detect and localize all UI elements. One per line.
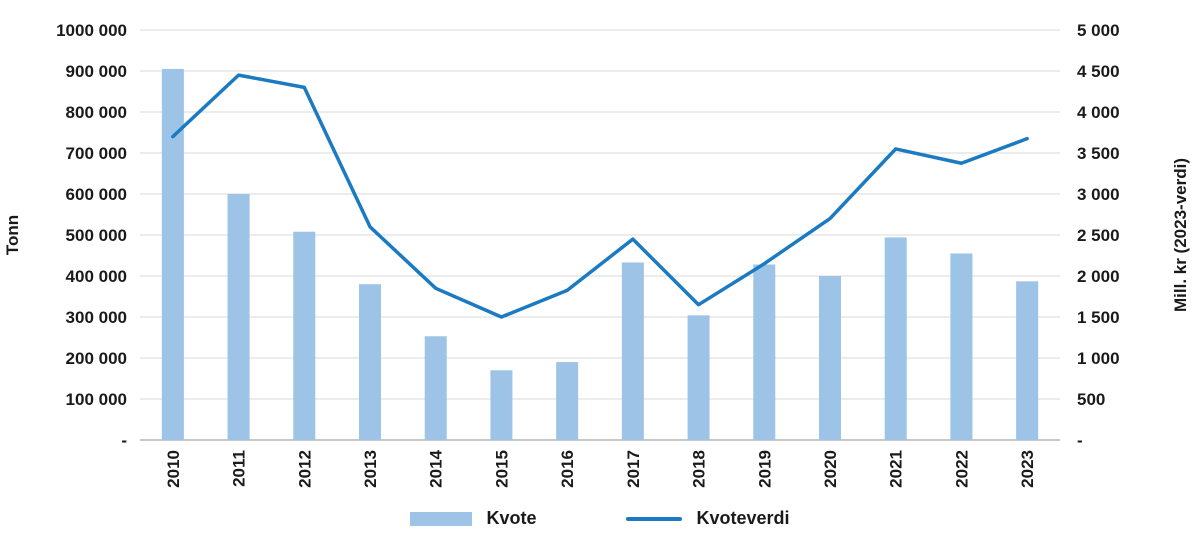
legend-item-kvoteverdi: Kvoteverdi [626,508,790,529]
bar-2014 [424,336,447,440]
kvote-legend-label: Kvote [486,508,537,528]
right-tick-label: 5 000 [1077,21,1120,40]
bar-2020 [819,276,841,440]
right-tick-label: 2 000 [1077,267,1120,286]
right-axis-tick-labels: 5 000 4 500 4 000 3 500 3 000 2 500 2 000 1 500… [1077,21,1120,450]
bar-2023 [1016,281,1039,440]
right-tick-label: 1 500 [1077,308,1120,327]
left-tick-label: 1000 000 [56,21,127,40]
bar-2016 [556,362,579,440]
right-tick-label: 4 000 [1077,103,1120,122]
gridlines [140,29,1060,400]
x-tick-label-2017: 2017 [624,450,643,488]
x-tick-label-2014: 2014 [427,449,446,487]
legend-item-kvote: Kvote [410,508,536,529]
bar-2015 [490,370,513,440]
bar-2013 [359,284,381,440]
right-tick-label: 4 500 [1077,62,1120,81]
left-axis-tick-labels: 1000 000 900 000 800 000 700 000 600 000 500 … [56,21,127,450]
right-axis-title: Mill. kr (2023-verdi) [1171,158,1190,312]
x-tick-label-2023: 2023 [1018,450,1037,488]
bar-2018 [687,315,710,440]
kvote-bar-swatch [410,511,473,526]
bar-2011 [227,194,250,440]
x-tick-label-2011: 2011 [230,450,249,487]
right-tick-label: 2 500 [1077,226,1120,245]
right-tick-label: 1 000 [1077,349,1120,368]
left-axis-title: Tonn [3,215,22,255]
left-tick-label: 600 000 [66,185,127,204]
right-tick-label: 3 000 [1077,185,1120,204]
chart-legend: Kvote Kvoteverdi [0,508,1200,529]
bar-2019 [753,264,776,440]
line-series-kvoteverdi [171,73,1029,319]
left-tick-label: 400 000 [66,267,127,286]
x-tick-label-2021: 2021 [887,450,906,488]
left-tick-label: 900 000 [66,62,127,81]
x-axis-tick-labels: 2010 2011 2012 2013 2014 2015 2016 2017 2018 2019… [164,449,1037,487]
x-tick-label-2018: 2018 [690,450,709,488]
x-tick-label-2012: 2012 [295,450,314,488]
x-tick-label-2015: 2015 [492,450,511,488]
bar-2012 [293,231,316,440]
bar-2017 [621,262,644,440]
bar-2022 [950,253,973,440]
left-tick-label: 500 000 [66,226,127,245]
left-tick-label: 700 000 [66,144,127,163]
bar-2010 [161,68,184,440]
left-tick-label: 300 000 [66,308,127,327]
left-tick-label: - [121,431,127,450]
left-tick-label: 100 000 [66,390,127,409]
right-tick-label: - [1077,431,1083,450]
kvoteverdi-legend-label: Kvoteverdi [696,508,790,528]
bar-series-kvote [161,68,1039,440]
kvoteverdi-line-swatch [626,516,683,521]
x-tick-label-2016: 2016 [558,450,577,488]
x-tick-label-2019: 2019 [755,450,774,488]
bar-2021 [884,237,907,440]
left-tick-label: 800 000 [66,103,127,122]
left-tick-label: 200 000 [66,349,127,368]
right-tick-label: 500 [1077,390,1105,409]
x-tick-label-2010: 2010 [164,450,183,488]
x-tick-label-2020: 2020 [821,450,840,488]
combo-chart-canvas: 1000 000 900 000 800 000 700 000 600 000 500 … [3,21,1190,488]
x-tick-label-2022: 2022 [952,450,971,488]
x-tick-label-2013: 2013 [361,450,380,488]
right-tick-label: 3 500 [1077,144,1120,163]
